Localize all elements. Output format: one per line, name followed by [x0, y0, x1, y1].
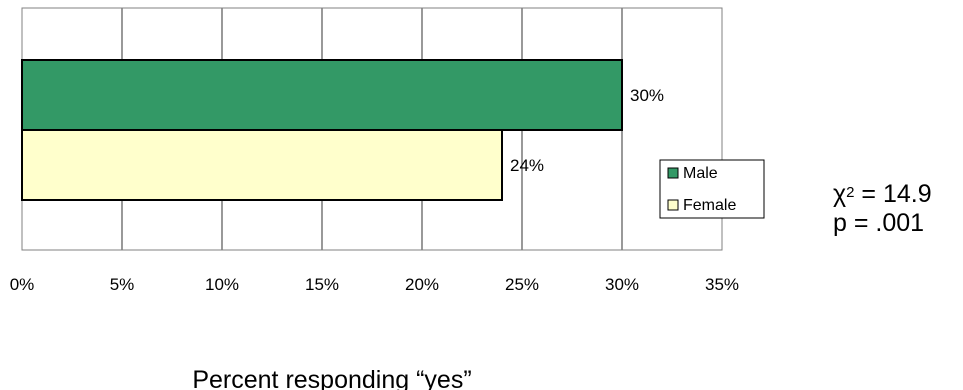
- chi-symbol: χ: [833, 180, 847, 208]
- stats-annotation: χ2 = 14.9 p = .001: [833, 180, 932, 238]
- x-tick-label: 5%: [110, 275, 135, 294]
- chi-value: = 14.9: [854, 180, 932, 208]
- legend-label-female: Female: [683, 197, 736, 214]
- bar-male: [21, 59, 623, 131]
- x-tick-label: 30%: [605, 275, 639, 294]
- chi-exponent: 2: [846, 184, 855, 201]
- x-tick-label: 35%: [705, 275, 739, 294]
- legend-swatch-female: [667, 199, 679, 211]
- bars: [21, 59, 623, 201]
- legend-swatch-male: [667, 167, 679, 179]
- legend-label-male: Male: [683, 165, 718, 182]
- p-value: p = .001: [833, 209, 925, 237]
- data-labels: 30% 24%: [510, 86, 664, 175]
- data-label-female: 24%: [510, 156, 544, 175]
- x-tick-label: 20%: [405, 275, 439, 294]
- data-label-male: 30%: [630, 86, 664, 105]
- chi-square-line: χ2 = 14.9: [833, 180, 932, 209]
- legend: Male Female: [659, 159, 765, 219]
- x-tick-labels: 0% 5% 10% 15% 20% 25% 30% 35%: [10, 275, 739, 294]
- x-tick-label: 10%: [205, 275, 239, 294]
- x-axis-label: Percent responding “yes”: [192, 366, 471, 390]
- x-tick-label: 15%: [305, 275, 339, 294]
- x-tick-label: 25%: [505, 275, 539, 294]
- x-tick-label: 0%: [10, 275, 35, 294]
- bar-female: [21, 129, 503, 201]
